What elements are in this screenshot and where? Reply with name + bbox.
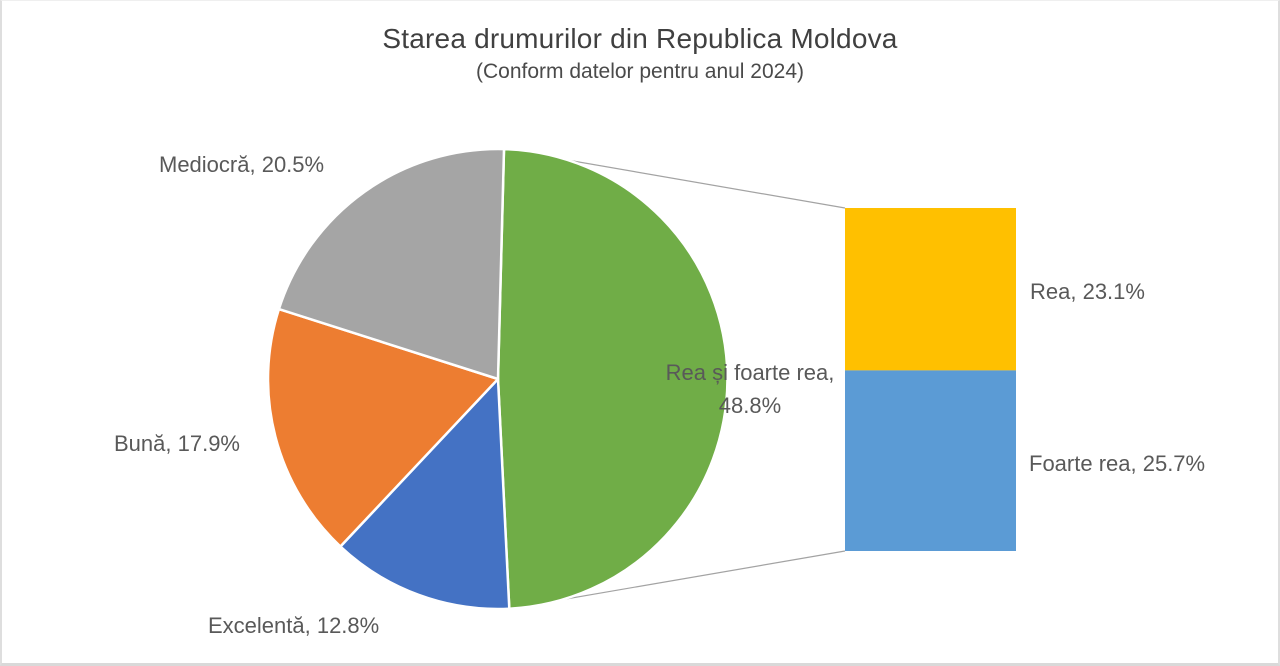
pie-label-buna: Bună, 17.9% xyxy=(114,431,240,456)
bar-segment-foarte-rea xyxy=(845,370,1016,551)
pie-label-mediocra: Mediocră, 20.5% xyxy=(159,152,325,177)
bar-segment-rea xyxy=(845,208,1016,371)
pie-slice-buna xyxy=(266,307,500,548)
bar-label-foarte-rea: Foarte rea, 25.7% xyxy=(1029,451,1206,476)
pie-slice-mediocra xyxy=(277,147,506,381)
bar-label-rea: Rea, 23.1% xyxy=(1030,279,1145,304)
pie-slice-rea-si-foarte-rea xyxy=(496,147,729,610)
chart-title: Starea drumurilor din Republica Moldova xyxy=(382,23,898,54)
chart-subtitle: (Conform datelor pentru anul 2024) xyxy=(475,60,805,83)
pie-label-rea-si-foarte-rea: Rea și foarte rea, 48.8% xyxy=(665,360,835,418)
pie-slice-excelenta xyxy=(339,377,511,611)
pie-label-excelenta: Excelentă, 12.8% xyxy=(208,613,380,638)
